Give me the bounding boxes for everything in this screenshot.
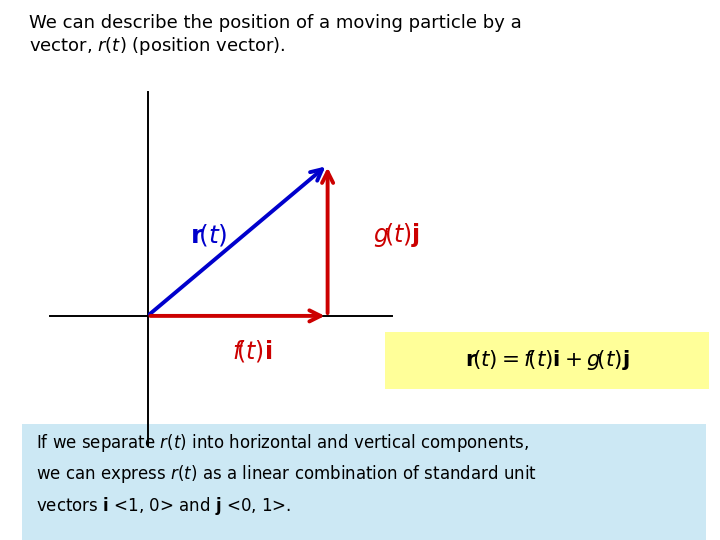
Text: vector, $r(t)$ (position vector).: vector, $r(t)$ (position vector).	[29, 35, 285, 57]
Text: $\mathbf{r}\!\left(t\right)$: $\mathbf{r}\!\left(t\right)$	[190, 222, 228, 248]
Text: $g\!\left(t\right)\mathbf{j}$: $g\!\left(t\right)\mathbf{j}$	[372, 221, 420, 249]
Text: We can describe the position of a moving particle by a: We can describe the position of a moving…	[29, 14, 521, 31]
Text: vectors $\mathbf{i}$ <1, 0> and $\mathbf{j}$ <0, 1>.: vectors $\mathbf{i}$ <1, 0> and $\mathbf…	[36, 495, 291, 517]
Text: $f\!\left(t\right)\mathbf{i}$: $f\!\left(t\right)\mathbf{i}$	[232, 338, 272, 364]
FancyBboxPatch shape	[22, 424, 706, 540]
FancyBboxPatch shape	[385, 332, 709, 389]
Text: If we separate $r(t)$ into horizontal and vertical components,: If we separate $r(t)$ into horizontal an…	[36, 432, 529, 454]
Text: $\mathbf{r}\!\left(t\right)= f\!\left(t\right)\mathbf{i}+g\!\left(t\right)\mathb: $\mathbf{r}\!\left(t\right)= f\!\left(t\…	[465, 348, 629, 373]
Text: we can express $r(t)$ as a linear combination of standard unit: we can express $r(t)$ as a linear combin…	[36, 463, 537, 485]
